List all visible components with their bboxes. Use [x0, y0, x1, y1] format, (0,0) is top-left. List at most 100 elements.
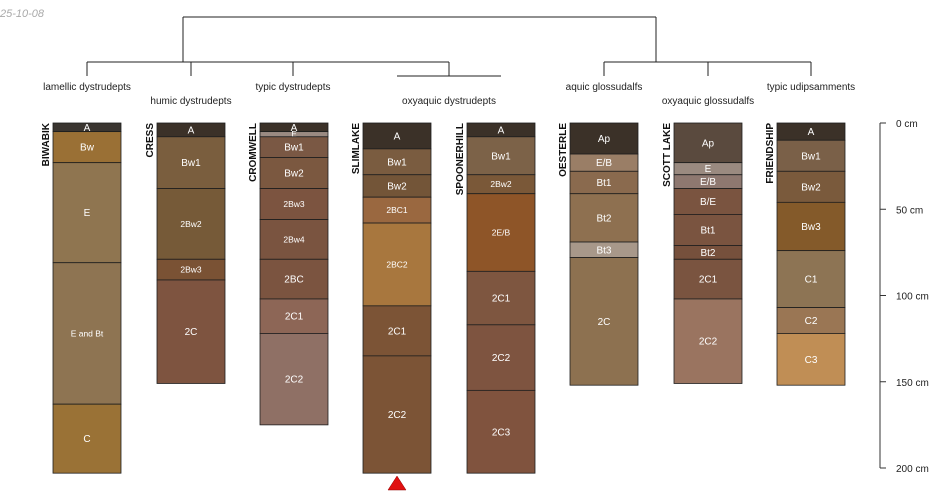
horizon-label: 2C3: [492, 427, 511, 438]
profile-name-cromwell: CROMWELL: [248, 123, 259, 182]
horizon-label: Bw1: [284, 143, 304, 154]
horizon-label: Ap: [598, 134, 611, 145]
taxon-label-oxyaquic-dystrudepts: oxyaquic dystrudepts: [402, 96, 496, 107]
profile-name-oesterle: OESTERLE: [558, 123, 569, 177]
profile-name-scott-lake: SCOTT LAKE: [662, 123, 673, 187]
horizon-label: 2BC1: [386, 205, 408, 215]
taxon-label-humic-dystrudepts: humic dystrudepts: [150, 96, 231, 107]
horizon-cress-2bw2: [156, 188, 226, 260]
horizon-friendship-c2: [776, 307, 846, 334]
horizon-label: 2C2: [285, 375, 304, 386]
horizon-scott-lake-ap: [673, 122, 743, 164]
horizon-label: Bw1: [387, 157, 407, 168]
horizon-label: E/B: [596, 158, 612, 169]
horizon-spoonerhill-2c1: [466, 270, 536, 326]
horizon-label: 2C: [598, 317, 611, 328]
horizon-label: 2Bw4: [283, 234, 305, 244]
horizon-label: C3: [805, 355, 818, 366]
profile-slimlake: A Bw1 Bw2 2BC1 2BC2 2C1 2C2 SLIMLAKE: [351, 122, 432, 474]
horizon-cromwell-2bw4: [259, 219, 329, 260]
horizon-label: E and Bt: [71, 328, 104, 338]
horizon-label: 2C1: [285, 312, 304, 323]
horizon-label: 2C2: [492, 353, 511, 364]
horizon-label: E: [705, 164, 712, 175]
horizon-label: 2C1: [699, 275, 718, 286]
taxon-label-typic-udipsamments: typic udipsamments: [767, 82, 855, 93]
profile-scott-lake: Ap E E/B B/E Bt1 Bt2 2C1 2C2 SCOTT LAKE: [662, 122, 743, 384]
horizon-label: Bt1: [596, 178, 611, 189]
horizon-label: E/B: [700, 177, 716, 188]
depth-tick-label: 0 cm: [896, 119, 918, 130]
profile-oesterle: Ap E/B Bt1 Bt2 Bt3 2C OESTERLE: [558, 122, 639, 386]
horizon-label: Bw1: [491, 151, 511, 162]
horizon-label: 2BC: [284, 275, 303, 286]
profile-cromwell: AE Bw1 Bw2 2Bw3 2Bw4 2BC 2C1 2C2 CROMWELL: [248, 122, 329, 426]
marker-triangle: [387, 475, 407, 491]
depth-tick-label: 200 cm: [896, 464, 929, 475]
horizon-biwabik-c: [52, 403, 122, 474]
horizon-label: 2E/B: [492, 228, 511, 238]
horizon-friendship-c3: [776, 333, 846, 386]
horizon-cress-bw1: [156, 136, 226, 189]
horizon-cromwell-2bw3: [259, 188, 329, 221]
horizon-cromwell-2c1: [259, 298, 329, 334]
horizon-label: C1: [805, 275, 818, 286]
horizon-label: Ap: [702, 138, 715, 149]
profile-name-biwabik: BIWABIK: [41, 122, 52, 166]
profile-spoonerhill: A Bw1 2Bw2 2E/B 2C1 2C2 2C3 SPOONERHILL: [455, 122, 536, 474]
horizon-spoonerhill-2e-b: [466, 193, 536, 272]
profile-name-slimlake: SLIMLAKE: [351, 123, 362, 174]
horizon-label: 2C: [185, 327, 198, 338]
profile-name-friendship: FRIENDSHIP: [765, 123, 776, 184]
horizon-scott-lake-2c2: [673, 298, 743, 384]
taxon-label-aquic-glossudalfs: aquic glossudalfs: [566, 82, 643, 93]
horizon-label: Bw3: [801, 222, 821, 233]
horizon-cromwell-2bc: [259, 258, 329, 300]
horizon-label: A: [84, 123, 91, 134]
horizon-label: 2Bw3: [283, 199, 305, 209]
horizon-label: Bw1: [801, 151, 821, 162]
horizon-spoonerhill-2c2: [466, 324, 536, 391]
horizon-slimlake-2c1: [362, 305, 432, 357]
horizon-label: Bw2: [801, 182, 821, 193]
horizon-friendship-bw2: [776, 170, 846, 203]
taxon-label-lamellic-dystrudepts: lamellic dystrudepts: [43, 82, 131, 93]
horizon-label: A: [808, 127, 815, 138]
horizon-label: E: [84, 208, 91, 219]
horizon-label: 2Bw2: [490, 179, 512, 189]
horizon-slimlake-2bc2: [362, 222, 432, 307]
horizon-label: C: [83, 434, 90, 445]
horizon-cromwell-bw2: [259, 157, 329, 189]
horizon-label: 2Bw3: [180, 265, 202, 275]
profile-biwabik: A Bw E E and Bt C BIWABIK: [41, 122, 122, 474]
horizon-slimlake-bw1: [362, 148, 432, 176]
horizon-friendship-bw3: [776, 201, 846, 252]
horizon-scott-lake-2c1: [673, 258, 743, 300]
horizon-label: 2C2: [388, 410, 407, 421]
horizon-scott-lake-bt1: [673, 214, 743, 246]
horizon-label: Bw2: [387, 181, 407, 192]
depth-tick-label: 150 cm: [896, 378, 929, 389]
horizon-label: 2C1: [388, 326, 407, 337]
horizon-label: Bw: [80, 143, 95, 154]
taxon-label-typic-dystrudepts: typic dystrudepts: [255, 82, 330, 93]
horizon-friendship-bw1: [776, 139, 846, 172]
profile-name-cress: CRESS: [145, 123, 156, 158]
horizon-label: 2Bw2: [180, 219, 202, 229]
horizon-label: A: [498, 125, 505, 136]
taxa-labels: lamellic dystrudepts humic dystrudepts t…: [43, 82, 855, 107]
depth-axis: 0 cm 50 cm 100 cm 150 cm 200 cm: [879, 119, 929, 475]
horizon-label: A: [291, 123, 298, 134]
profiles: A Bw E E and Bt C BIWABIK A Bw1 2Bw2 2Bw3 2C CRESS A…: [41, 122, 846, 474]
horizon-cress-2c: [156, 279, 226, 384]
horizon-label: Bt2: [596, 213, 611, 224]
horizon-label: C2: [805, 316, 818, 327]
depth-tick-label: 50 cm: [896, 205, 923, 216]
horizon-cromwell-2c2: [259, 333, 329, 426]
horizon-friendship-c1: [776, 250, 846, 308]
horizon-label: B/E: [700, 197, 716, 208]
horizon-label: Bt1: [700, 225, 715, 236]
horizon-label: A: [394, 131, 401, 142]
horizon-label: E: [291, 130, 296, 139]
